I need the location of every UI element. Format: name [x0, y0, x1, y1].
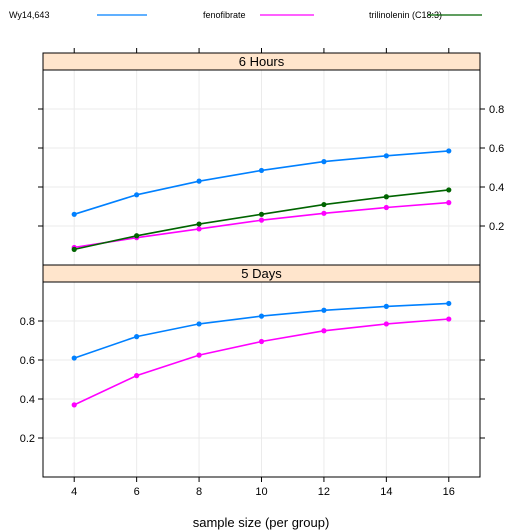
- data-point: [196, 352, 202, 358]
- data-point: [446, 200, 452, 206]
- data-point: [446, 187, 452, 193]
- data-point: [446, 300, 452, 307]
- data-point: [383, 153, 389, 159]
- y-tick-label: 0.6: [20, 355, 35, 367]
- y-tick-label: 0.2: [20, 433, 35, 445]
- x-tick-label: 12: [318, 486, 330, 498]
- data-point: [321, 201, 327, 208]
- y-tick-label: 0.6: [489, 143, 504, 155]
- data-point: [258, 313, 265, 319]
- data-point: [383, 194, 389, 200]
- data-point: [383, 204, 389, 211]
- data-point: [71, 246, 77, 252]
- y-tick-label: 0.4: [489, 182, 504, 194]
- x-tick-label: 8: [196, 486, 202, 498]
- data-point: [196, 226, 202, 232]
- x-axis-title: sample size (per group): [193, 515, 330, 530]
- data-point: [134, 373, 140, 379]
- data-point: [321, 159, 327, 165]
- strip-label: 6 Hours: [239, 54, 285, 69]
- data-point: [258, 217, 265, 223]
- y-tick-label: 0.2: [489, 221, 504, 233]
- data-point: [446, 148, 452, 154]
- x-tick-label: 6: [134, 486, 140, 498]
- strip-label: 5 Days: [241, 266, 282, 281]
- data-point: [71, 402, 77, 408]
- data-point: [196, 221, 202, 227]
- y-tick-label: 0.8: [20, 316, 35, 328]
- data-point: [258, 211, 265, 217]
- legend: Wy14,643 fenofibrate trilinolenin (C18:3): [9, 10, 482, 20]
- x-tick-label: 10: [255, 486, 267, 498]
- panel: 5 Days 0.2 0.4 0.6 0.8: [20, 264, 485, 478]
- legend-label: trilinolenin (C18:3): [369, 10, 442, 20]
- data-point: [71, 211, 77, 217]
- data-point: [321, 328, 327, 334]
- panel: 6 Hours 0.2 0.4 0.6 0.8: [38, 52, 504, 266]
- legend-label: fenofibrate: [203, 10, 246, 20]
- data-point: [446, 316, 452, 322]
- data-point: [383, 303, 389, 309]
- data-point: [321, 210, 327, 216]
- panels: 6 Hours 0.2 0.4 0.6 0.8 5 Days 0.2 0.4 0.6 0.8: [20, 52, 504, 478]
- data-point: [321, 307, 327, 313]
- data-point: [134, 334, 140, 340]
- data-point: [196, 178, 202, 184]
- data-point: [71, 355, 77, 361]
- data-point: [134, 233, 140, 239]
- data-point: [383, 321, 389, 327]
- y-tick-label: 0.8: [489, 104, 504, 116]
- x-tick-label: 4: [71, 486, 77, 498]
- legend-label: Wy14,643: [9, 10, 49, 20]
- data-point: [258, 338, 265, 345]
- y-tick-label: 0.4: [20, 394, 35, 406]
- x-tick-label: 14: [380, 486, 392, 498]
- data-point: [134, 192, 140, 198]
- x-tick-label: 16: [443, 486, 455, 498]
- x-axis: 4 6 8 10 12 14 16: [71, 48, 455, 498]
- data-point: [196, 321, 202, 327]
- data-point: [258, 167, 265, 174]
